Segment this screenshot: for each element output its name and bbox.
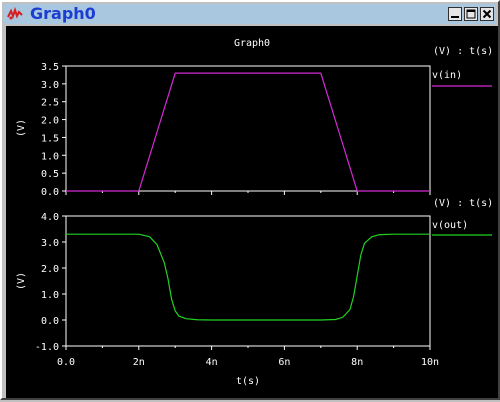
legend-header-bottom: (V) : t(s) bbox=[433, 198, 493, 209]
y-tick-label: 3.0 bbox=[41, 238, 59, 249]
x-tick-label: 0.0 bbox=[57, 357, 75, 368]
y-tick-label: 0.5 bbox=[41, 169, 59, 180]
y-axis-label-top: (V) bbox=[16, 119, 27, 137]
maximize-icon bbox=[466, 9, 476, 19]
y-tick-label: 1.0 bbox=[41, 290, 59, 301]
y-tick-label: 0.0 bbox=[41, 187, 59, 198]
vout-trace bbox=[66, 233, 430, 321]
axes-frame-top bbox=[65, 65, 431, 192]
y-tick-label: 1.5 bbox=[41, 133, 59, 144]
y-axis-label-bottom: (V) bbox=[16, 272, 27, 290]
panel-vout: (V) : t(s) v(out) (V) -1.0 0.0 1.0 2.0 3.0 4.… bbox=[16, 198, 493, 368]
x-tick-label: 10n bbox=[421, 357, 439, 368]
x-tick-label: 2n bbox=[133, 357, 145, 368]
y-tick-label: 0.0 bbox=[41, 316, 59, 327]
panel-vin: (V) : t(s) v(in) (V) 0.0 0.5 1.0 1.5 2.0 2.5 3… bbox=[16, 46, 493, 198]
waveform-app-icon bbox=[7, 7, 23, 20]
maximize-button[interactable] bbox=[464, 7, 478, 21]
x-ticks-bottom bbox=[65, 346, 431, 350]
x-tick-label: 8n bbox=[351, 357, 363, 368]
y-tick-label: 2.0 bbox=[41, 264, 59, 275]
window-title: Graph0 bbox=[30, 4, 96, 23]
graph-title: Graph0 bbox=[234, 38, 270, 49]
legend-header-top: (V) : t(s) bbox=[433, 46, 493, 57]
vin-trace bbox=[66, 72, 430, 192]
minimize-icon bbox=[451, 16, 459, 18]
y-ticks-bottom: -1.0 0.0 1.0 2.0 3.0 4.0 bbox=[35, 212, 66, 353]
plot-area[interactable]: Graph0 (V) : t(s) v(in) (V) 0.0 0.5 1.0 1.5… bbox=[6, 26, 498, 398]
graph-canvas[interactable]: Graph0 (V) : t(s) v(in) (V) 0.0 0.5 1.0 1.5… bbox=[6, 26, 498, 398]
close-icon bbox=[482, 9, 492, 19]
y-tick-label: -1.0 bbox=[35, 342, 59, 353]
close-button[interactable] bbox=[480, 7, 494, 21]
x-axis-label: t(s) bbox=[236, 376, 260, 387]
legend-vin-label: v(in) bbox=[432, 70, 462, 81]
x-tick-label: 4n bbox=[206, 357, 218, 368]
y-tick-label: 4.0 bbox=[41, 212, 59, 223]
legend-vout-label: v(out) bbox=[432, 220, 468, 231]
y-tick-label: 3.5 bbox=[41, 62, 59, 73]
y-tick-label: 1.0 bbox=[41, 151, 59, 162]
x-tick-label: 6n bbox=[278, 357, 290, 368]
y-tick-label: 3.0 bbox=[41, 80, 59, 91]
x-tick-labels: 0.0 2n 4n 6n 8n 10n bbox=[57, 357, 439, 368]
y-tick-label: 2.0 bbox=[41, 116, 59, 127]
y-ticks-top: 0.0 0.5 1.0 1.5 2.0 2.5 3.0 3.5 bbox=[41, 62, 66, 198]
y-tick-label: 2.5 bbox=[41, 98, 59, 109]
minimize-button[interactable] bbox=[448, 7, 462, 21]
x-ticks-top bbox=[65, 191, 431, 195]
title-bar[interactable]: Graph0 bbox=[4, 4, 496, 24]
